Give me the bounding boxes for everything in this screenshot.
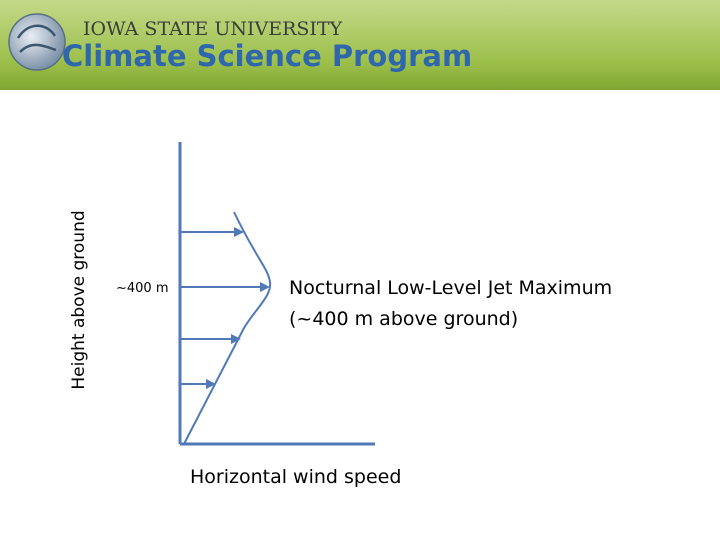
university-name: Iowa State University <box>83 18 343 40</box>
annotation-line: Nocturnal Low-Level Jet Maximum <box>289 277 612 299</box>
y-axis-label: Height above ground <box>69 210 89 389</box>
logo <box>8 13 66 71</box>
program-name: Climate Science Program <box>62 39 472 73</box>
wind-profile <box>183 211 272 445</box>
header-band <box>0 0 720 90</box>
logo-swirl <box>16 24 57 53</box>
annotation-line: (~400 m above ground) <box>289 308 518 330</box>
height-marker: ~400 m <box>116 281 169 296</box>
x-axis-label: Horizontal wind speed <box>190 466 401 488</box>
